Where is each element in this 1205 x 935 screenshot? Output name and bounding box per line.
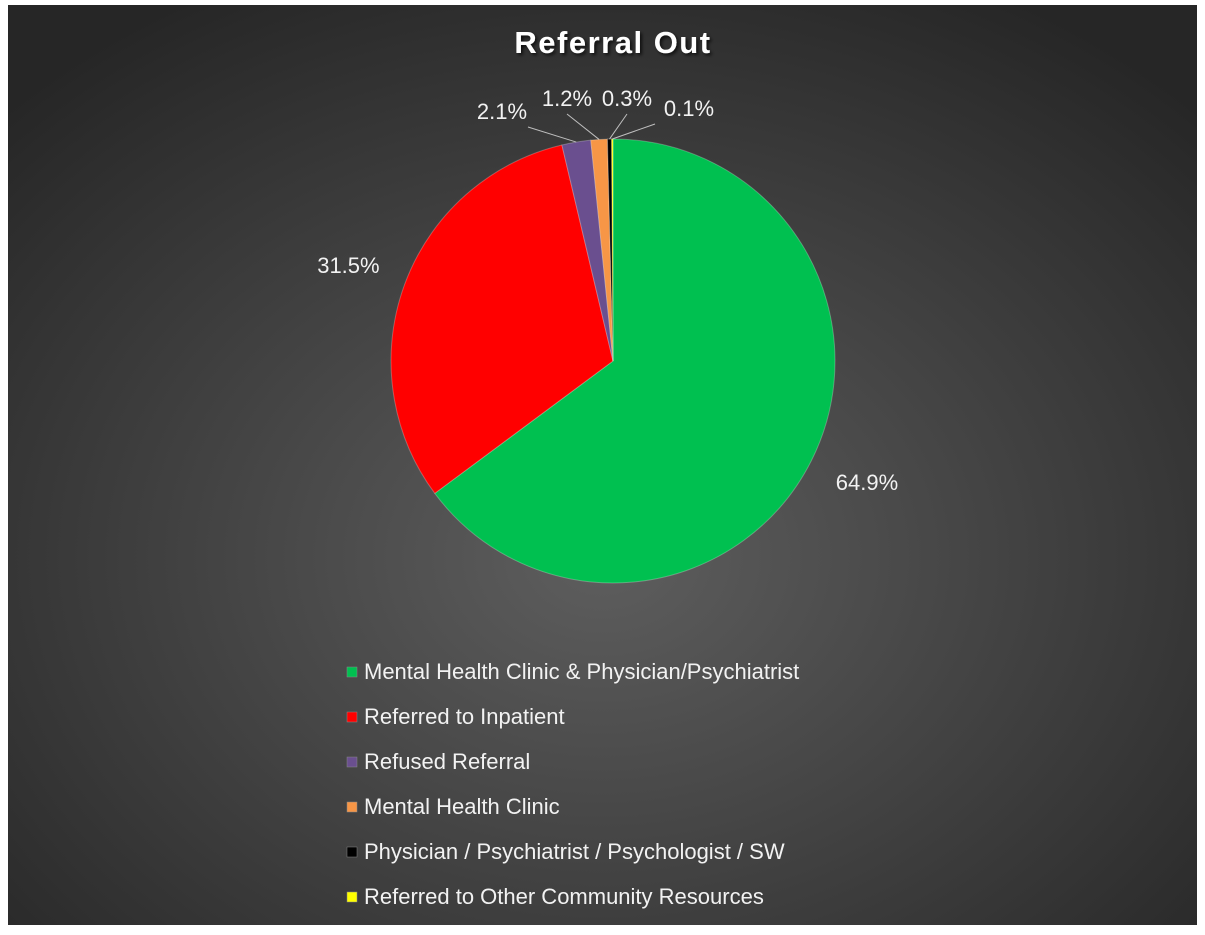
legend-marker — [346, 801, 358, 813]
legend-label: Referred to Inpatient — [364, 704, 565, 729]
chart-title: Referral Out — [514, 25, 711, 60]
legend: Mental Health Clinic & Physician/Psychia… — [346, 659, 799, 909]
data-label: 2.1% — [477, 99, 527, 124]
leader-line — [527, 126, 577, 143]
leader-line — [612, 123, 656, 140]
legend-marker — [346, 756, 358, 768]
pie-slice — [434, 138, 836, 584]
legend-label: Mental Health Clinic & Physician/Psychia… — [364, 659, 799, 684]
pie-slice — [390, 144, 614, 495]
pie: 64.9% 31.5% 2.1% 1.2% 0.3% 0.1% — [317, 86, 898, 584]
data-label: 0.1% — [664, 96, 714, 121]
legend-marker — [346, 846, 358, 858]
legend-marker — [346, 891, 358, 903]
pie-slice — [561, 139, 614, 362]
data-label: 0.3% — [602, 86, 652, 111]
legend-marker — [346, 666, 358, 678]
pie-slice — [590, 138, 614, 362]
legend-label: Physician / Psychiatrist / Psychologist … — [364, 839, 785, 864]
data-label: 31.5% — [317, 253, 379, 278]
data-label: 1.2% — [542, 86, 592, 111]
leader-line — [566, 113, 600, 140]
legend-marker — [346, 711, 358, 723]
legend-label: Referred to Other Community Resources — [364, 884, 764, 909]
leader-line — [609, 113, 628, 140]
legend-label: Refused Referral — [364, 749, 530, 774]
legend-label: Mental Health Clinic — [364, 794, 560, 819]
data-label: 64.9% — [836, 470, 898, 495]
